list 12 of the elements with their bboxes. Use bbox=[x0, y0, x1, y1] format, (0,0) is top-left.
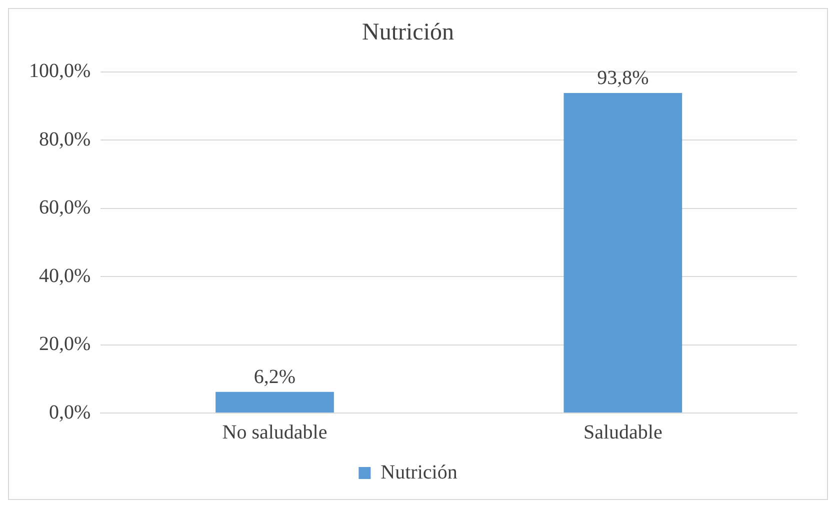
legend-label: Nutrición bbox=[380, 461, 458, 484]
y-tick-label: 100,0% bbox=[28, 60, 91, 82]
x-tick-label: Saludable bbox=[583, 421, 662, 444]
y-tick-label: 0,0% bbox=[48, 401, 91, 424]
chart-title: Nutrición bbox=[362, 20, 454, 46]
y-tick-label: 60,0% bbox=[38, 196, 91, 219]
y-tick-label: 80,0% bbox=[38, 128, 91, 150]
y-tick-label: 40,0% bbox=[38, 264, 91, 287]
x-tick-label: No saludable bbox=[222, 421, 328, 444]
data-label: 6,2% bbox=[254, 366, 296, 388]
data-label: 93,8% bbox=[597, 67, 649, 90]
y-tick-label: 20,0% bbox=[38, 333, 91, 356]
